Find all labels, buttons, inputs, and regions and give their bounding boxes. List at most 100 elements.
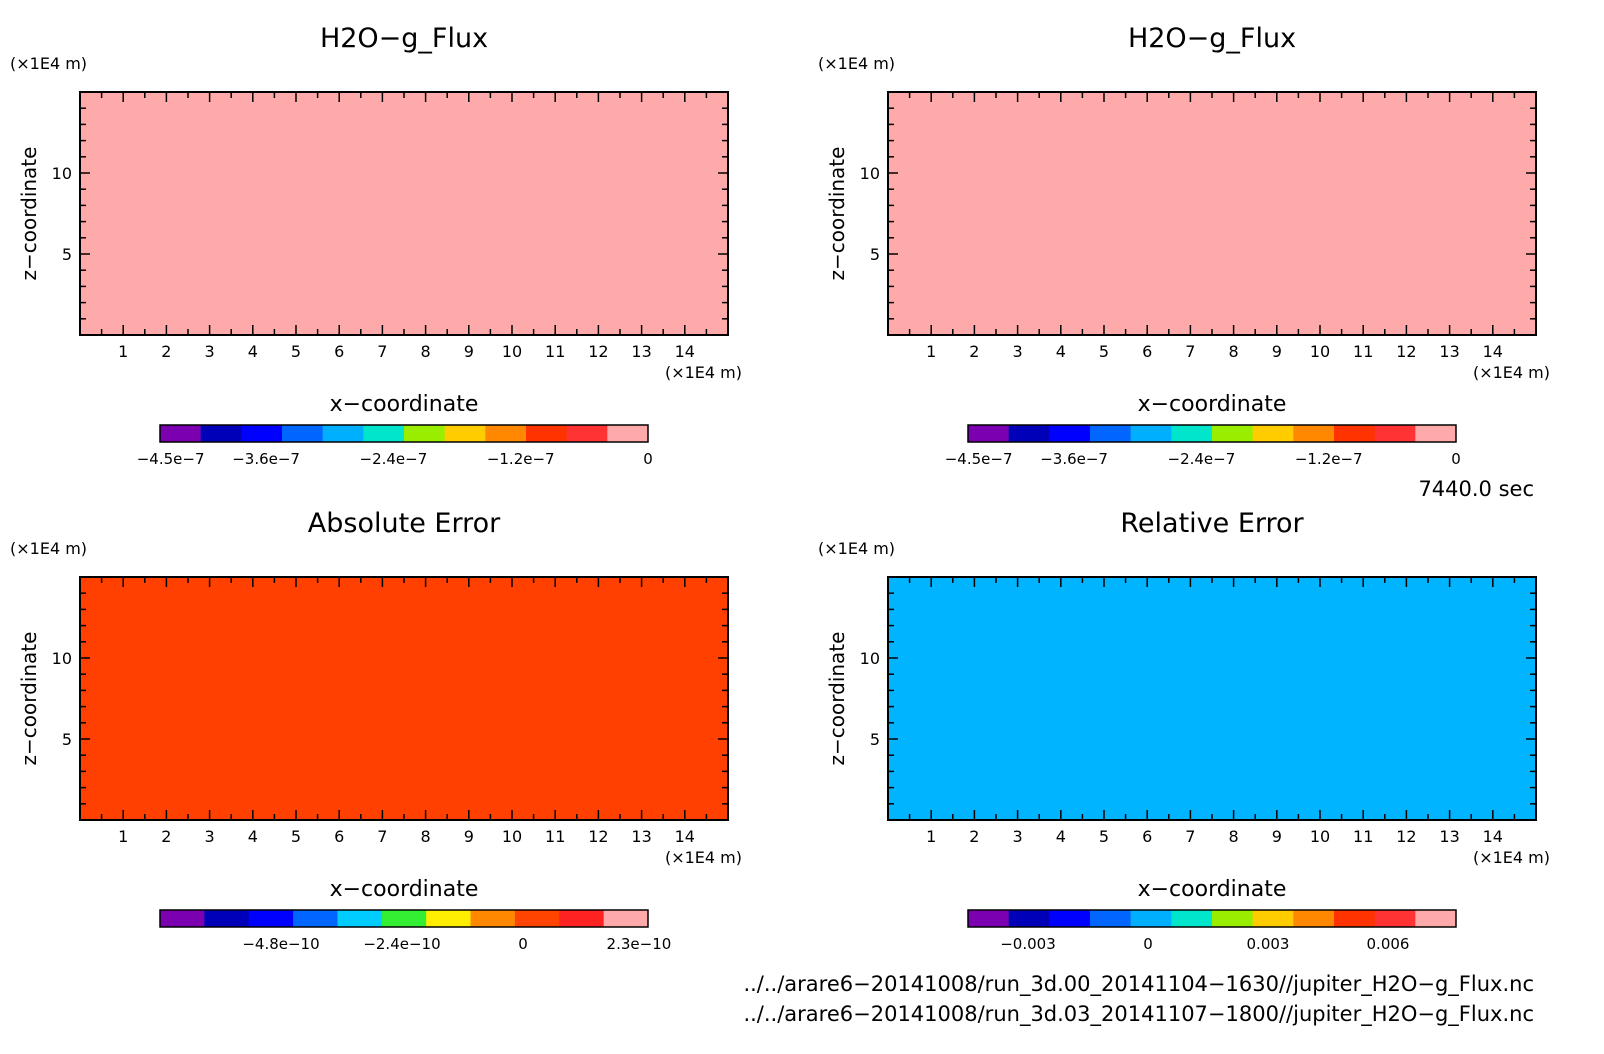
z-unit-label: (×1E4 m)	[10, 54, 87, 73]
x-tick-label: 7	[377, 827, 387, 846]
x-unit-label: (×1E4 m)	[1473, 363, 1550, 382]
colorbar-frame	[159, 909, 649, 928]
colorbar-label: 2.3e−10	[607, 935, 672, 953]
colorbar-swatch	[160, 425, 202, 442]
x-axis-label: x−coordinate	[1138, 877, 1287, 902]
x-tick-label: 2	[161, 827, 171, 846]
x-unit-label: (×1E4 m)	[665, 848, 742, 867]
colorbar-swatch	[1374, 910, 1416, 927]
x-tick-label: 7	[1185, 827, 1195, 846]
x-tick-label: 1	[118, 342, 128, 361]
x-tick-label: 5	[1099, 342, 1109, 361]
x-tick-label: 5	[1099, 827, 1109, 846]
colorbar-swatch	[1293, 910, 1335, 927]
colorbar-label: −1.2e−7	[1295, 450, 1363, 468]
colorbar: −4.5e−7 −3.6e−7 −2.4e−7 −1.2e−7 0	[945, 424, 1461, 468]
z-axis-label: z−coordinate	[17, 147, 41, 281]
colorbar-swatch	[1415, 425, 1457, 442]
colorbar-swatch	[1049, 910, 1091, 927]
colorbar-swatch	[293, 910, 338, 927]
x-tick-label: 8	[1229, 827, 1239, 846]
x-tick-label: 8	[421, 827, 431, 846]
colorbar-label: −4.5e−7	[945, 450, 1013, 468]
x-tick-label: 8	[421, 342, 431, 361]
x-tick-label: 14	[1483, 342, 1503, 361]
colorbar-swatch	[1212, 425, 1254, 442]
colorbar-swatch	[1252, 425, 1294, 442]
z-axis-label: z−coordinate	[825, 147, 849, 281]
x-tick-label: 1	[118, 827, 128, 846]
panel-title: H2O−g_Flux	[320, 23, 488, 54]
panel-title: Relative Error	[1120, 508, 1304, 539]
z-axis-label: z−coordinate	[825, 632, 849, 766]
colorbar-swatch	[514, 910, 560, 927]
x-tick-label: 14	[675, 342, 695, 361]
x-tick-label: 4	[248, 342, 258, 361]
colorbar-swatch	[526, 425, 568, 442]
x-tick-label: 14	[1483, 827, 1503, 846]
colorbar-swatch	[363, 425, 405, 442]
x-tick-label: 5	[291, 827, 301, 846]
colorbar-label: 0.003	[1247, 935, 1290, 953]
x-tick-label: 6	[334, 342, 344, 361]
colorbar-swatch	[444, 425, 486, 442]
field-fill	[80, 92, 728, 335]
colorbar-swatch	[1252, 910, 1294, 927]
x-tick-label: 6	[334, 827, 344, 846]
x-tick-label: 11	[545, 827, 565, 846]
colorbar-frame	[967, 424, 1457, 443]
panel-3: Absolute Error(×1E4 m)1 2 3 4 5 6 7 8 9 10 11 12 13 1…	[10, 508, 742, 953]
colorbar-swatch	[404, 425, 446, 442]
x-tick-label: 4	[1056, 827, 1066, 846]
x-tick-label: 13	[1439, 342, 1459, 361]
x-tick-label: 7	[1185, 342, 1195, 361]
z-unit-label: (×1E4 m)	[818, 539, 895, 558]
colorbar-label: −1.2e−7	[487, 450, 555, 468]
x-tick-label: 11	[545, 342, 565, 361]
field-fill	[888, 92, 1536, 335]
file-path-2: ../../arare6−20141008/run_3d.03_20141107…	[743, 1002, 1534, 1027]
z-unit-label: (×1E4 m)	[818, 54, 895, 73]
x-axis-label: x−coordinate	[1138, 392, 1287, 417]
x-tick-label: 12	[1396, 827, 1416, 846]
x-tick-label: 1	[926, 827, 936, 846]
x-tick-label: 10	[1310, 342, 1330, 361]
colorbar-swatch	[337, 910, 383, 927]
colorbar-swatch	[968, 425, 1010, 442]
x-tick-label: 3	[205, 827, 215, 846]
colorbar-swatch	[1090, 910, 1132, 927]
colorbar-swatch	[485, 425, 527, 442]
z-tick-label: 5	[870, 730, 880, 749]
x-tick-label: 2	[969, 342, 979, 361]
colorbar-label: −4.8e−10	[242, 935, 319, 953]
x-tick-label: 3	[1013, 342, 1023, 361]
x-tick-label: 1	[926, 342, 936, 361]
x-tick-label: 14	[675, 827, 695, 846]
colorbar-swatch	[1212, 910, 1254, 927]
z-tick-label: 10	[52, 649, 72, 668]
x-tick-label: 11	[1353, 827, 1373, 846]
x-tick-label: 10	[1310, 827, 1330, 846]
field-fill	[80, 577, 728, 820]
panel-4: Relative Error(×1E4 m)1 2 3 4 5 6 7 8 9 10 11 12 13 1…	[818, 508, 1550, 953]
colorbar-label: 0	[1451, 450, 1461, 468]
file-path-1: ../../arare6−20141008/run_3d.00_20141104…	[743, 972, 1534, 997]
x-tick-label: 12	[588, 342, 608, 361]
x-tick-label: 10	[502, 827, 522, 846]
x-axis-label: x−coordinate	[330, 877, 479, 902]
x-tick-label: 2	[969, 827, 979, 846]
x-tick-label: 13	[631, 827, 651, 846]
colorbar-swatch	[1171, 425, 1213, 442]
z-unit-label: (×1E4 m)	[10, 539, 87, 558]
colorbar-swatch	[603, 910, 649, 927]
colorbar-label: −3.6e−7	[232, 450, 300, 468]
colorbar-swatch	[1130, 425, 1172, 442]
x-tick-label: 11	[1353, 342, 1373, 361]
x-tick-label: 9	[464, 827, 474, 846]
colorbar-swatch	[1334, 910, 1376, 927]
x-tick-label: 10	[502, 342, 522, 361]
colorbar: −4.8e−10 −2.4e−10 0 2.3e−10	[159, 909, 672, 953]
z-axis-label: z−coordinate	[17, 632, 41, 766]
x-tick-label: 2	[161, 342, 171, 361]
